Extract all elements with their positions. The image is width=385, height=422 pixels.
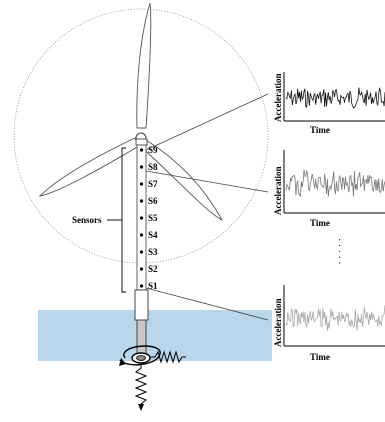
sensor-label-s7: S7 <box>148 179 158 189</box>
sensor-label-s2: S2 <box>148 264 158 274</box>
sensor-dot-s3 <box>139 250 144 254</box>
connector-s9 <box>145 93 269 151</box>
rotational-spring <box>119 345 161 366</box>
sensor-dot-s7 <box>139 182 144 186</box>
sensor-label-s3: S3 <box>148 247 158 257</box>
water-body <box>38 310 272 361</box>
sensors-label: Sensors <box>72 215 102 225</box>
plot-top-ylabel: Acceleration <box>273 74 283 122</box>
acceleration-plot-middle: Acceleration Time <box>273 150 385 228</box>
sensor-label-s8: S8 <box>148 162 158 172</box>
vertical-spring <box>134 363 148 409</box>
plot-bottom-xlabel: Time <box>310 352 330 362</box>
sensor-dot-s6 <box>139 199 144 203</box>
sensor-label-s1: S1 <box>148 281 158 291</box>
transition-piece <box>134 289 149 321</box>
turbine-blades <box>38 2 224 222</box>
plot-bottom-ylabel: Acceleration <box>273 299 283 347</box>
acceleration-plot-bottom: Acceleration Time <box>273 285 385 362</box>
plot-middle-ylabel: Acceleration <box>273 167 283 215</box>
monopile <box>136 319 147 355</box>
sensor-dot-s4 <box>139 233 144 237</box>
ellipsis-vertical: · · · · · <box>333 238 344 265</box>
blade-left <box>38 137 140 197</box>
acceleration-signal-middle <box>285 169 385 197</box>
sensor-dot-s1 <box>139 284 144 288</box>
sensor-dot-s5 <box>139 216 144 220</box>
plot-middle-xlabel: Time <box>310 218 330 228</box>
foundation-inner <box>136 355 146 361</box>
blade-up <box>136 2 152 129</box>
sensor-dot-s2 <box>139 267 144 271</box>
acceleration-signal-bottom <box>285 304 385 331</box>
sensor-dot-s9 <box>139 148 144 152</box>
connector-s1 <box>145 287 269 321</box>
plot-top-xlabel: Time <box>310 125 330 135</box>
nacelle <box>135 138 148 146</box>
acceleration-signal-top <box>285 86 385 109</box>
sensors-bracket <box>121 147 126 293</box>
sensor-label-s4: S4 <box>148 230 158 240</box>
acceleration-plot-top: Acceleration Time <box>273 72 385 135</box>
sensor-label-s6: S6 <box>148 196 158 206</box>
sensor-group: S9 S8 S7 S6 S5 S4 S3 S2 S1 <box>139 145 158 291</box>
horizontal-spring <box>150 350 186 364</box>
sensor-label-s5: S5 <box>148 213 158 223</box>
blade-right <box>139 139 224 222</box>
connector-s8 <box>145 170 269 193</box>
sensor-label-s9: S9 <box>148 145 158 155</box>
sensor-dot-s8 <box>139 165 144 169</box>
